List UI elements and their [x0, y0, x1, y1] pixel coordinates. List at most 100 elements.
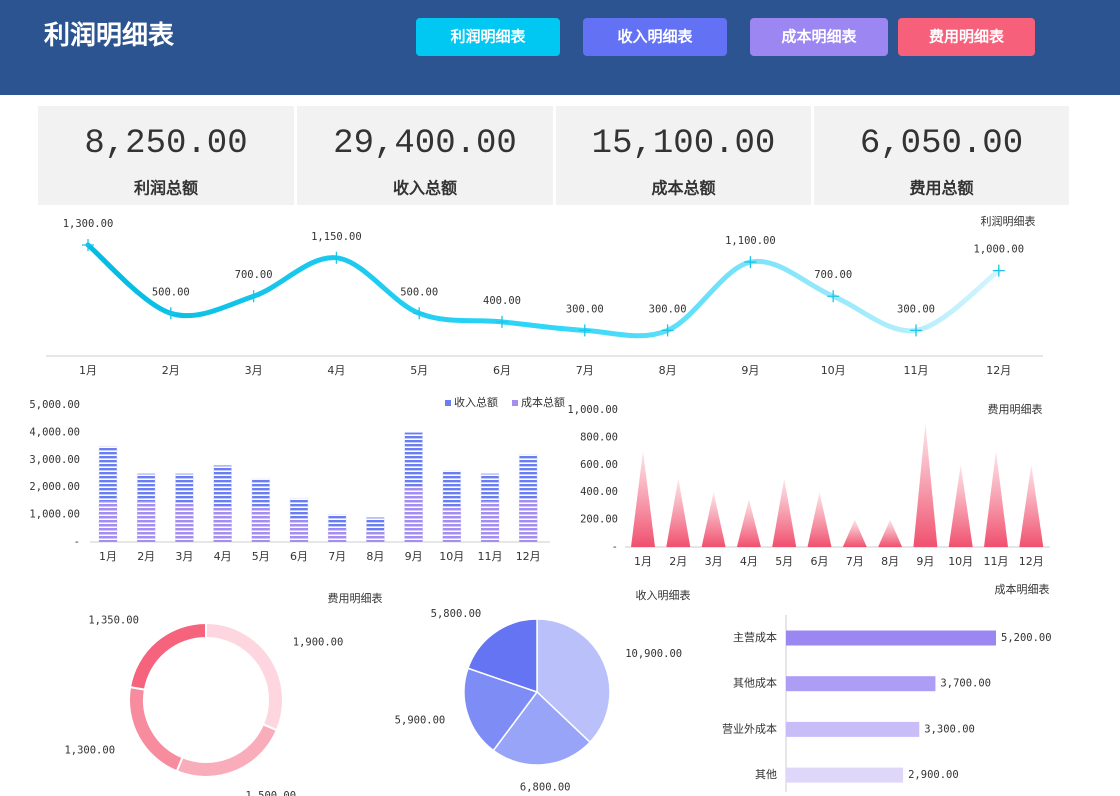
bar	[786, 767, 904, 783]
data-label: 300.00	[566, 303, 604, 315]
x-tick-label: 12月	[516, 550, 541, 563]
bar	[290, 520, 308, 542]
data-label: 500.00	[152, 286, 190, 298]
donut-slice	[175, 722, 279, 778]
bar	[404, 487, 423, 542]
data-label: 1,350.00	[88, 615, 139, 627]
kpi-value: 6,050.00	[860, 125, 1023, 163]
x-tick-label: 1月	[79, 364, 97, 377]
point-marker	[247, 290, 260, 303]
data-label: 3,300.00	[924, 723, 975, 735]
x-tick-label: 11月	[984, 555, 1009, 568]
kpi-label: 成本总额	[651, 179, 715, 198]
x-tick-label: 1月	[634, 555, 652, 568]
legend-label: 收入总额	[454, 395, 498, 409]
triangle-bar	[807, 492, 832, 547]
bar	[786, 676, 936, 692]
x-tick-label: 10月	[948, 555, 973, 568]
pie-slice	[492, 690, 592, 766]
x-tick-label: 11月	[478, 550, 503, 563]
data-label: 5,900.00	[395, 714, 446, 726]
kpi-card	[556, 106, 811, 205]
chart-title: 利润明细表	[981, 214, 1036, 228]
bar	[213, 506, 232, 542]
legend-swatch	[512, 400, 518, 406]
point-marker	[744, 256, 757, 269]
y-tick-label: -	[74, 536, 80, 548]
bar	[175, 503, 194, 542]
kpi-value: 29,400.00	[333, 125, 517, 163]
x-tick-label: 9月	[741, 364, 759, 377]
x-tick-label: 3月	[705, 555, 723, 568]
x-tick-label: 10月	[439, 550, 464, 563]
point-marker	[496, 315, 508, 328]
x-tick-label: 4月	[214, 550, 232, 563]
triangle-bar	[948, 464, 973, 547]
point-marker	[910, 324, 922, 337]
triangle-bar	[984, 451, 1008, 547]
data-label: 700.00	[814, 269, 852, 281]
point-marker	[330, 251, 343, 264]
tab-button[interactable]	[583, 18, 727, 56]
data-label: 500.00	[400, 286, 438, 298]
data-label: 300.00	[897, 303, 935, 315]
x-tick-label: 5月	[410, 364, 428, 377]
triangle-bar	[913, 423, 938, 547]
y-tick-label: 其他	[755, 768, 777, 781]
profit-line	[85, 242, 1002, 339]
y-tick-label: 5,000.00	[29, 399, 80, 411]
y-tick-label: 3,000.00	[29, 454, 80, 466]
data-label: 3,700.00	[940, 678, 991, 690]
triangle-bar	[666, 478, 691, 547]
data-label: 1,300.00	[63, 218, 114, 230]
x-tick-label: 3月	[245, 364, 263, 377]
tab-button[interactable]	[750, 18, 888, 56]
tab-button[interactable]	[416, 18, 560, 56]
x-tick-label: 6月	[811, 555, 829, 568]
bar	[99, 500, 117, 542]
kpi-card	[38, 106, 294, 205]
kpi-card	[814, 106, 1069, 205]
tab-button-label: 成本明细表	[781, 28, 857, 46]
data-label: 5,800.00	[431, 608, 482, 620]
data-label: 1,100.00	[725, 235, 776, 247]
bar	[786, 630, 996, 646]
point-marker	[578, 324, 591, 337]
kpi-card	[297, 106, 553, 205]
x-tick-label: 12月	[1019, 555, 1044, 568]
x-tick-label: 8月	[881, 555, 899, 568]
y-tick-label: 其他成本	[733, 676, 777, 690]
y-tick-label: 800.00	[580, 431, 618, 443]
y-tick-label: 1,000.00	[29, 509, 80, 521]
data-label: 300.00	[649, 303, 687, 315]
x-tick-label: 5月	[252, 550, 270, 563]
kpi-label: 费用总额	[909, 179, 973, 198]
x-tick-label: 6月	[290, 550, 308, 563]
chart-title: 收入明细表	[636, 588, 691, 602]
bar	[481, 500, 499, 542]
x-tick-label: 7月	[846, 555, 864, 568]
triangle-bar	[631, 451, 655, 547]
x-tick-label: 8月	[659, 364, 677, 377]
point-marker	[82, 239, 94, 251]
data-label: 1,300.00	[64, 744, 115, 756]
y-tick-label: 主营成本	[733, 630, 777, 644]
bar	[366, 531, 385, 542]
triangle-bar	[701, 492, 726, 547]
tab-button[interactable]	[898, 18, 1035, 56]
point-marker	[661, 324, 674, 337]
x-tick-label: 9月	[916, 555, 934, 568]
donut-slice	[128, 621, 207, 691]
x-tick-label: 6月	[493, 364, 511, 377]
donut-slice	[205, 621, 284, 732]
data-label: 1,000.00	[974, 244, 1025, 256]
x-tick-label: 7月	[576, 364, 594, 377]
y-tick-label: 4,000.00	[29, 426, 80, 438]
data-label: 1,150.00	[311, 231, 362, 243]
y-tick-label: 400.00	[580, 486, 618, 498]
data-label: 6,800.00	[520, 782, 571, 794]
data-label: 10,900.00	[625, 648, 682, 660]
page-title: 利润明细表	[44, 20, 175, 51]
bar	[786, 721, 920, 737]
